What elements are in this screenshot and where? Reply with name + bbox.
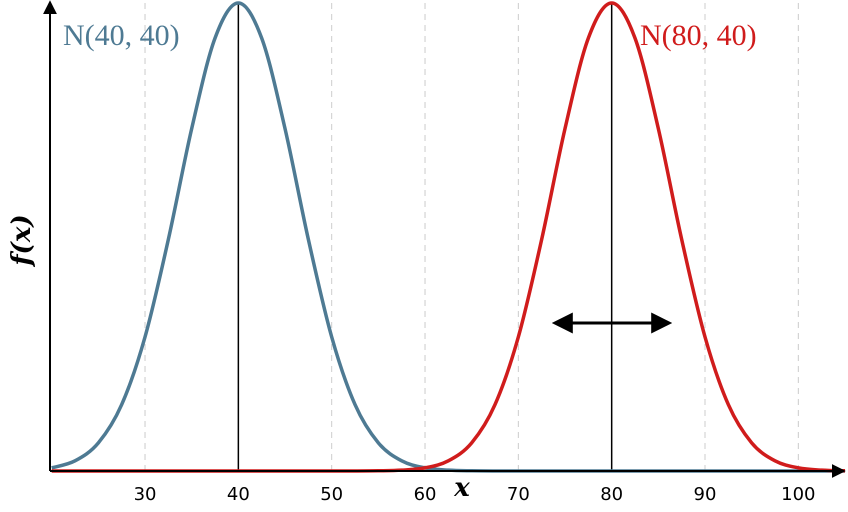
x-axis-label: x xyxy=(453,473,470,503)
x-tick-label: 50 xyxy=(320,484,343,505)
x-tick-label: 40 xyxy=(227,484,250,505)
series-label: N(40, 40) xyxy=(63,19,180,52)
x-tick-label: 30 xyxy=(134,484,157,505)
x-tick-label: 80 xyxy=(600,484,623,505)
density-curve xyxy=(51,1,846,473)
x-tick-label: 70 xyxy=(507,484,530,505)
x-tick-label: 60 xyxy=(414,484,437,505)
x-tick-label: 100 xyxy=(781,484,815,505)
y-axis-label: f(x) xyxy=(7,214,37,267)
x-tick-label: 90 xyxy=(694,484,717,505)
series-label: N(80, 40) xyxy=(640,19,757,52)
